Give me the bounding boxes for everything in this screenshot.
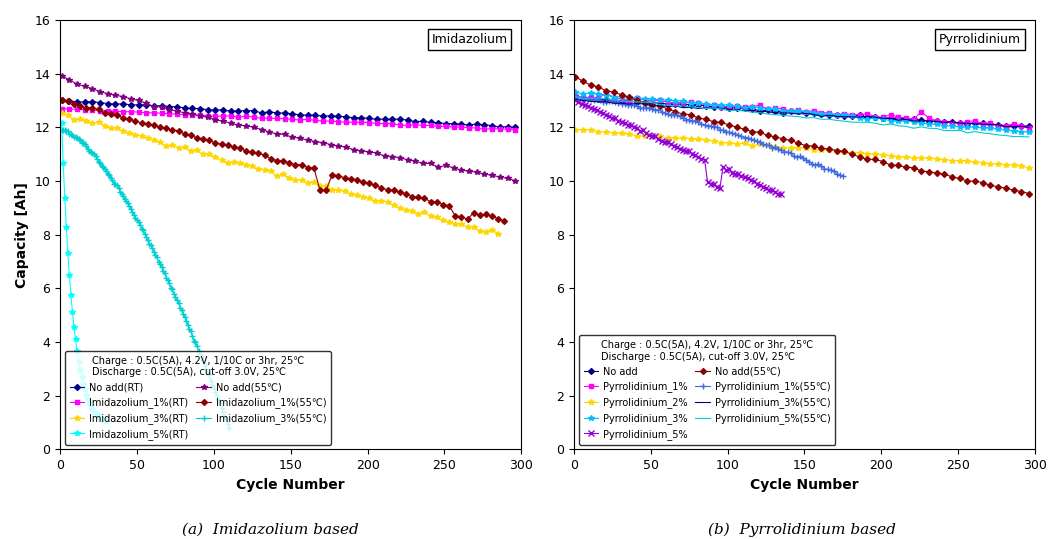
Text: Pyrrolidinium: Pyrrolidinium <box>939 33 1022 46</box>
Text: Imidazolium: Imidazolium <box>431 33 508 46</box>
Y-axis label: Capacity [Ah]: Capacity [Ah] <box>15 182 29 288</box>
Text: (a)  Imidazolium based: (a) Imidazolium based <box>183 523 359 537</box>
X-axis label: Cycle Number: Cycle Number <box>237 478 345 492</box>
Text: (b)  Pyrrolidinium based: (b) Pyrrolidinium based <box>708 522 895 537</box>
X-axis label: Cycle Number: Cycle Number <box>750 478 859 492</box>
Legend: No add(RT), Imidazolium_1%(RT), Imidazolium_3%(RT), Imidazolium_5%(RT), No add(5: No add(RT), Imidazolium_1%(RT), Imidazol… <box>65 351 331 445</box>
Legend: No add, Pyrrolidinium_1%, Pyrrolidinium_2%, Pyrrolidinium_3%, Pyrrolidinium_5%, : No add, Pyrrolidinium_1%, Pyrrolidinium_… <box>579 335 836 445</box>
